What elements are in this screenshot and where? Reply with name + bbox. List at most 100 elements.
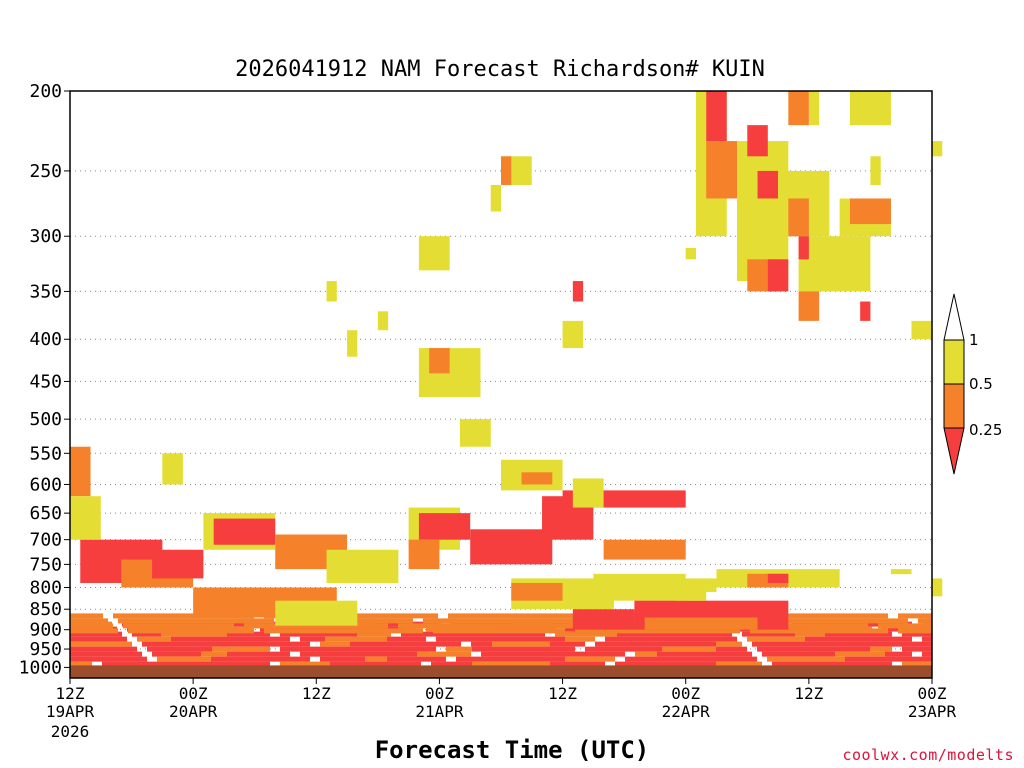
heatmap-band-cell — [152, 651, 201, 657]
heatmap-cell — [572, 609, 635, 630]
heatmap-cell — [459, 419, 491, 447]
heatmap-band-cell — [625, 656, 652, 662]
heatmap-band-cell — [757, 646, 825, 652]
heatmap-cell — [162, 453, 183, 485]
heatmap-band-cell — [762, 651, 835, 657]
heatmap-band-cell — [565, 656, 615, 662]
x-tick-date: 23APR — [908, 702, 957, 721]
heatmap-band-cell — [70, 618, 108, 624]
heatmap-band-cell — [330, 661, 357, 667]
x-tick-date: 20APR — [169, 702, 218, 721]
heatmap-cell — [849, 198, 891, 225]
heatmap-band-cell — [575, 628, 633, 634]
heatmap-band-cell — [747, 636, 805, 642]
heatmap-band-cell — [544, 628, 565, 634]
heatmap-band-cell — [520, 631, 545, 637]
heatmap-band-cell — [264, 628, 340, 634]
heatmap-band-cell — [157, 656, 211, 662]
heatmap-band-cell — [585, 646, 662, 652]
heatmap-band-cell — [845, 656, 900, 662]
x-tick-label: 00Z — [179, 684, 208, 703]
heatmap-band-cell — [320, 641, 350, 647]
heatmap-band-cell — [300, 636, 325, 642]
heatmap-band-cell — [70, 661, 92, 667]
heatmap-band-cell — [245, 618, 274, 624]
heatmap-band-cell — [123, 623, 143, 629]
x-tick-year: 2026 — [51, 722, 90, 741]
heatmap-band-cell — [436, 636, 512, 642]
heatmap-band-cell — [242, 656, 310, 662]
heatmap-cell — [347, 330, 358, 357]
heatmap-cell — [418, 236, 450, 271]
legend-swatch — [943, 339, 965, 385]
heatmap-band-cell — [357, 631, 391, 637]
heatmap-cell — [890, 569, 912, 575]
heatmap-band-cell — [325, 636, 387, 642]
heatmap-band-cell — [320, 656, 365, 662]
heatmap-band-cell — [913, 623, 932, 629]
heatmap-band-cell — [215, 628, 254, 634]
heatmap-cell — [808, 91, 820, 126]
chart-title: 2026041912 NAM Forecast Richardson# KUIN — [235, 57, 765, 82]
heatmap-cell — [860, 301, 871, 321]
heatmap-band-cell — [340, 651, 417, 657]
heatmap-band-cell — [902, 661, 932, 667]
heatmap-band-cell — [315, 623, 363, 629]
heatmap-band-cell — [772, 661, 795, 667]
heatmap-cell — [470, 529, 553, 565]
y-tick-label: 200 — [29, 81, 62, 102]
heatmap-cell — [490, 184, 501, 212]
y-tick-label: 700 — [29, 530, 62, 551]
heatmap-band-cell — [672, 636, 716, 642]
heatmap-band-cell — [200, 623, 234, 629]
x-tick-label: 00Z — [918, 684, 947, 703]
heatmap-cell — [603, 539, 686, 560]
heatmap-band-cell — [387, 646, 436, 652]
heatmap-band-cell — [417, 651, 471, 657]
legend-arrow-bottom — [943, 427, 965, 475]
heatmap-band-cell — [137, 636, 171, 642]
heatmap-band-cell — [193, 618, 245, 624]
heatmap-cell — [788, 91, 809, 126]
heatmap-band-cell — [456, 656, 492, 662]
legend-label: 0.25 — [969, 421, 1002, 439]
heatmap-band-cell — [662, 646, 716, 652]
heatmap-band-cell — [472, 646, 535, 652]
heatmap-band-cell — [835, 651, 885, 657]
heatmap-band-cell — [142, 641, 181, 647]
y-tick-label: 800 — [29, 577, 62, 598]
heatmap-band-cell — [565, 636, 595, 642]
heatmap-cell — [644, 617, 758, 630]
heatmap-cell — [798, 291, 820, 321]
heatmap-band-cell — [795, 661, 855, 667]
heatmap-cell — [757, 170, 779, 199]
heatmap-band-cell — [365, 656, 387, 662]
heatmap-cells — [70, 91, 943, 672]
heatmap-cell — [275, 600, 358, 626]
heatmap-band-cell — [855, 661, 892, 667]
heatmap-band-cell — [615, 661, 647, 667]
heatmap-band-cell — [668, 628, 740, 634]
y-tick-label: 850 — [29, 599, 62, 620]
heatmap-band-cell — [423, 618, 480, 624]
heatmap-band-cell — [716, 646, 747, 652]
ground-layer — [70, 665, 932, 678]
heatmap-band-cell — [499, 623, 575, 629]
x-tick-label: 12Z — [56, 684, 85, 703]
y-tick-label: 950 — [29, 639, 62, 660]
heatmap-cell — [572, 281, 584, 302]
heatmap-band-cell — [211, 656, 242, 662]
legend: 1 0.5 0.25 — [943, 293, 1002, 475]
heatmap-band-cell — [716, 641, 742, 647]
heatmap-band-cell — [769, 613, 840, 619]
credit-text: coolwx.com/modelts — [842, 746, 1014, 764]
y-tick-label: 250 — [29, 161, 62, 182]
heatmap-band-cell — [132, 631, 161, 637]
heatmap-band-cell — [357, 661, 421, 667]
heatmap-band-cell — [805, 636, 840, 642]
heatmap-band-cell — [605, 636, 672, 642]
x-tick-date: 22APR — [662, 702, 711, 721]
heatmap-band-cell — [492, 656, 565, 662]
heatmap-band-cell — [212, 646, 270, 652]
heatmap-band-cell — [815, 641, 855, 647]
